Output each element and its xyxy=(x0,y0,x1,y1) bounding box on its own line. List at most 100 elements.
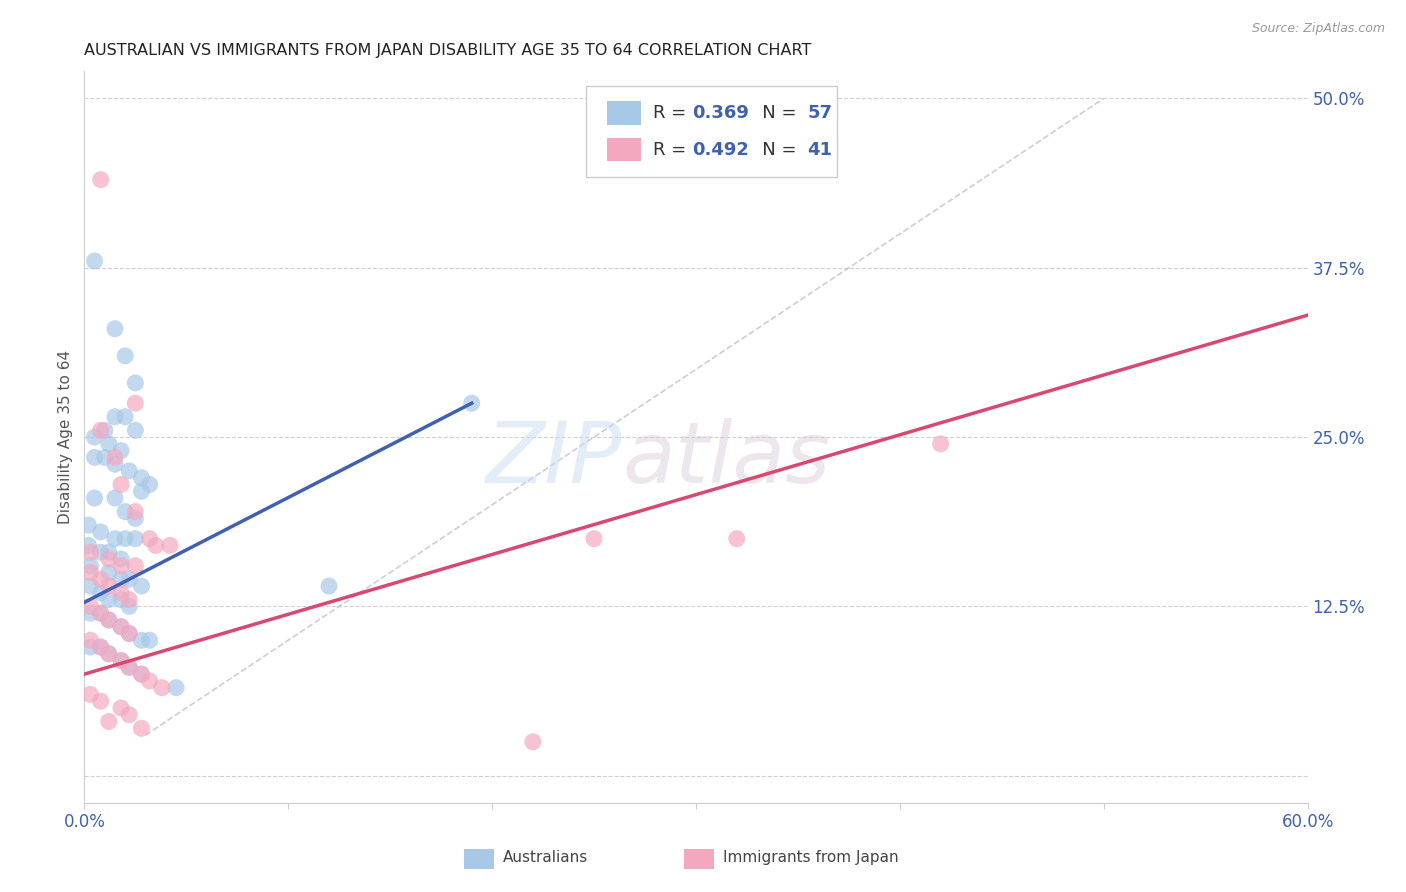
Point xyxy=(118,592,141,607)
Point xyxy=(118,626,141,640)
Text: N =: N = xyxy=(745,104,803,122)
Point xyxy=(118,572,141,586)
Point xyxy=(79,579,101,593)
Text: AUSTRALIAN VS IMMIGRANTS FROM JAPAN DISABILITY AGE 35 TO 64 CORRELATION CHART: AUSTRALIAN VS IMMIGRANTS FROM JAPAN DISA… xyxy=(84,43,811,58)
Point xyxy=(138,477,160,491)
Point xyxy=(124,505,146,519)
Point xyxy=(90,640,112,654)
Point xyxy=(110,558,132,573)
Point xyxy=(77,538,100,552)
Point xyxy=(79,558,101,573)
Point xyxy=(110,701,132,715)
Point xyxy=(90,694,112,708)
FancyBboxPatch shape xyxy=(683,849,714,870)
FancyBboxPatch shape xyxy=(464,849,494,870)
Point xyxy=(124,396,146,410)
Point xyxy=(93,450,115,465)
Point xyxy=(118,660,141,674)
Point xyxy=(97,714,120,729)
Point xyxy=(104,450,127,465)
Point xyxy=(79,633,101,648)
Text: R =: R = xyxy=(654,104,692,122)
Point xyxy=(118,599,141,614)
Point xyxy=(461,396,484,410)
Point xyxy=(93,423,115,437)
Text: atlas: atlas xyxy=(623,417,831,500)
Point xyxy=(131,721,153,735)
Point xyxy=(83,491,105,505)
Text: N =: N = xyxy=(745,141,803,159)
Point xyxy=(118,626,141,640)
Point xyxy=(929,437,952,451)
Point xyxy=(138,532,160,546)
Point xyxy=(90,606,112,620)
Point xyxy=(114,409,136,424)
Point xyxy=(110,620,132,634)
Point xyxy=(90,572,112,586)
Point xyxy=(90,423,112,437)
Text: 0.492: 0.492 xyxy=(692,141,749,159)
Point xyxy=(97,647,120,661)
Point xyxy=(79,640,101,654)
Point xyxy=(131,579,153,593)
Point xyxy=(150,681,173,695)
Point xyxy=(138,633,160,648)
Point xyxy=(118,464,141,478)
Point xyxy=(131,667,153,681)
Point xyxy=(110,552,132,566)
Point xyxy=(97,552,120,566)
Text: 57: 57 xyxy=(807,104,832,122)
Point xyxy=(159,538,181,552)
Point xyxy=(114,349,136,363)
Point xyxy=(131,633,153,648)
Point xyxy=(110,586,132,600)
Point xyxy=(79,688,101,702)
Point xyxy=(118,707,141,722)
Point xyxy=(83,254,105,268)
Point xyxy=(79,599,101,614)
Point xyxy=(97,545,120,559)
Point xyxy=(725,532,748,546)
Point xyxy=(104,457,127,471)
Point xyxy=(79,566,101,580)
Point xyxy=(118,660,141,674)
Point xyxy=(110,477,132,491)
Point xyxy=(90,524,112,539)
Point xyxy=(97,647,120,661)
Point xyxy=(583,532,606,546)
Point xyxy=(83,430,105,444)
Point xyxy=(83,450,105,465)
Point xyxy=(114,532,136,546)
Point xyxy=(131,667,153,681)
Point xyxy=(97,592,120,607)
Point xyxy=(110,572,132,586)
Point xyxy=(131,484,153,499)
Point xyxy=(318,579,340,593)
Point xyxy=(124,532,146,546)
Point xyxy=(97,613,120,627)
Point xyxy=(90,172,112,186)
Point xyxy=(104,491,127,505)
Point xyxy=(110,654,132,668)
Point xyxy=(165,681,187,695)
Point xyxy=(97,437,120,451)
Point xyxy=(131,471,153,485)
Point xyxy=(104,322,127,336)
Point xyxy=(145,538,167,552)
FancyBboxPatch shape xyxy=(606,102,641,125)
Point xyxy=(124,558,146,573)
Point xyxy=(138,673,160,688)
Point xyxy=(79,606,101,620)
Point xyxy=(104,532,127,546)
Point xyxy=(522,735,544,749)
Point xyxy=(110,654,132,668)
Point xyxy=(90,586,112,600)
Text: ZIP: ZIP xyxy=(486,417,623,500)
Text: Australians: Australians xyxy=(503,850,588,865)
Point xyxy=(90,640,112,654)
Y-axis label: Disability Age 35 to 64: Disability Age 35 to 64 xyxy=(58,350,73,524)
Point xyxy=(124,511,146,525)
Point xyxy=(104,409,127,424)
Point xyxy=(110,592,132,607)
Point xyxy=(110,443,132,458)
